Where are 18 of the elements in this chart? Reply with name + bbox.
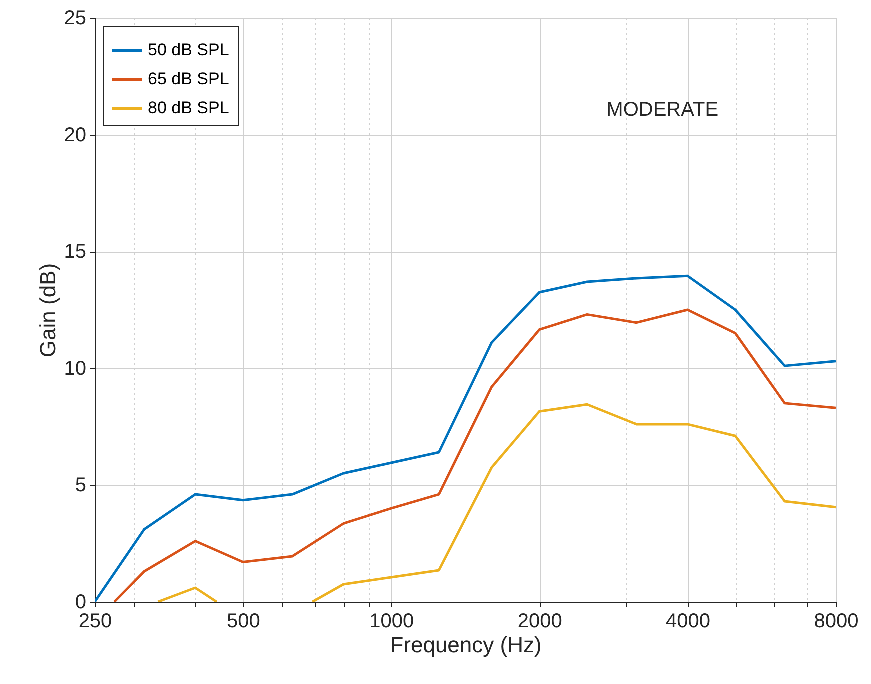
y-tick-label: 0: [75, 592, 86, 614]
y-tick-label: 10: [64, 358, 86, 380]
x-tick-label: 500: [227, 610, 260, 632]
y-tick-label: 5: [75, 474, 86, 497]
x-tick-label: 8000: [814, 610, 859, 632]
annotation: MODERATE: [606, 99, 719, 121]
x-tick-label: 2000: [518, 610, 562, 632]
x-axis-title: Frequency (Hz): [390, 632, 542, 658]
y-axis-title: Gain (dB): [35, 263, 60, 358]
y-tick-label: 15: [64, 241, 86, 264]
y-tick-label: 25: [64, 8, 86, 30]
x-tick-label: 250: [78, 610, 112, 632]
x-tick-label: 1000: [370, 610, 414, 632]
legend-label: 50 dB SPL: [148, 40, 230, 60]
legend-label: 65 dB SPL: [148, 70, 230, 88]
y-tick-label: 20: [64, 124, 86, 146]
x-tick-label: 4000: [666, 610, 711, 632]
legend-label: 80 dB SPL: [148, 98, 230, 118]
